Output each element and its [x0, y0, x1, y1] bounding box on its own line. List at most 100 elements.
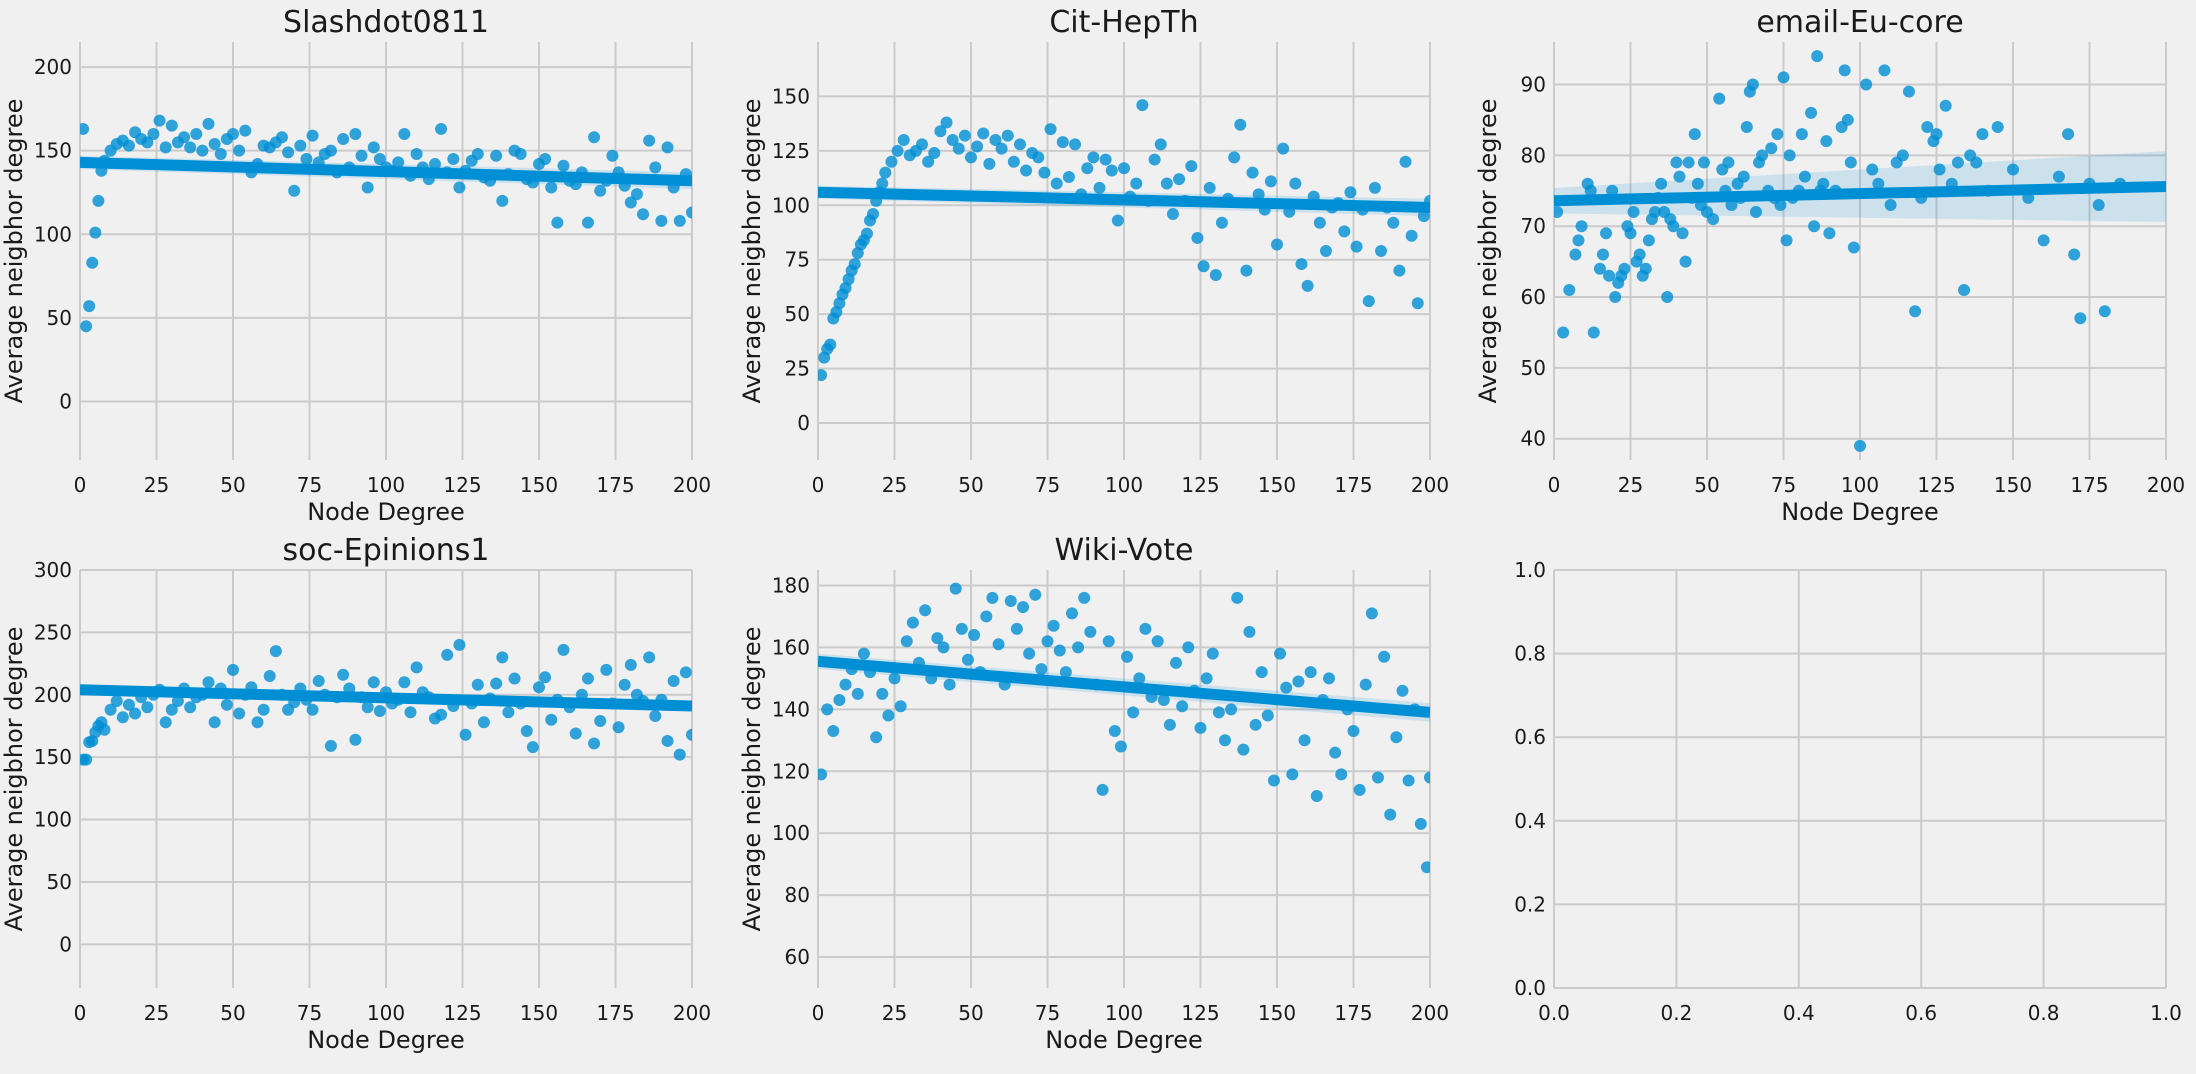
data-point	[1206, 647, 1219, 660]
data-point	[1795, 128, 1808, 141]
subplot-1: 0 25 50 75 100 125 150 175 200 0 50 100 150 200 Slashd…	[0, 5, 711, 526]
x-tick-label: 200	[2147, 473, 2185, 497]
data-point	[946, 133, 959, 146]
data-point	[958, 129, 971, 142]
data-point	[1820, 135, 1833, 148]
data-point	[447, 153, 460, 166]
data-point	[900, 635, 913, 648]
data-point	[649, 161, 662, 174]
data-point	[2074, 312, 2087, 325]
data-point	[1378, 650, 1391, 663]
data-point	[1264, 175, 1277, 188]
data-point	[508, 672, 521, 685]
x-tick-label: 75	[297, 1001, 322, 1025]
data-point	[1808, 220, 1821, 233]
y-tick-label: 100	[34, 222, 72, 246]
data-point	[1603, 269, 1616, 282]
data-point	[1108, 725, 1121, 738]
data-point	[1554, 206, 1564, 219]
x-tick-label: 100	[1105, 1001, 1143, 1025]
data-point	[1633, 248, 1646, 261]
data-point	[1707, 213, 1720, 226]
data-point	[1185, 160, 1198, 173]
data-point	[977, 127, 990, 140]
data-point	[324, 739, 337, 752]
data-point	[679, 666, 692, 679]
x-tick-label: 0	[74, 473, 87, 497]
data-point	[1765, 142, 1778, 155]
data-point	[857, 647, 870, 660]
data-point	[643, 651, 656, 664]
data-point	[1059, 666, 1072, 679]
data-point	[178, 131, 191, 144]
data-point	[1673, 170, 1686, 183]
data-point	[227, 663, 239, 676]
data-point	[1319, 245, 1332, 257]
data-point	[110, 695, 123, 708]
data-point	[398, 676, 411, 689]
data-point	[1648, 206, 1661, 219]
data-point	[1163, 718, 1176, 731]
data-point	[1679, 255, 1692, 268]
data-point	[1563, 283, 1576, 296]
data-point	[92, 194, 105, 207]
data-point	[202, 676, 215, 689]
data-point	[1136, 99, 1149, 112]
data-point	[1121, 650, 1134, 663]
data-point	[1252, 188, 1265, 201]
data-point	[190, 127, 203, 140]
x-tick-label: 25	[144, 1001, 169, 1025]
data-point	[1099, 153, 1112, 166]
data-point	[673, 748, 686, 761]
data-point	[897, 133, 910, 146]
data-point	[818, 768, 828, 781]
data-point	[263, 670, 276, 683]
data-point	[496, 194, 509, 207]
y-tick-label: 250	[34, 620, 72, 644]
x-tick-label: 150	[520, 1001, 558, 1025]
data-point	[1313, 216, 1326, 229]
y-tick-label: 100	[772, 193, 810, 217]
data-point	[373, 704, 386, 717]
data-point	[502, 706, 515, 719]
data-point	[196, 144, 209, 157]
data-point	[1038, 166, 1051, 179]
y-tick-label: 160	[772, 635, 810, 659]
data-point	[961, 653, 974, 666]
data-point	[1096, 783, 1109, 796]
data-point	[1417, 210, 1430, 223]
data-point	[1909, 305, 1922, 318]
plot-area	[80, 638, 692, 766]
data-point	[1402, 774, 1415, 787]
data-point	[410, 661, 423, 674]
data-point	[1805, 106, 1818, 119]
data-point	[184, 141, 197, 154]
data-point	[1350, 240, 1363, 253]
data-point	[471, 148, 484, 161]
data-point	[208, 716, 221, 729]
subplot-2: 0 25 50 75 100 125 150 175 200 0 25 50 75 100 125 150 Ci…	[738, 5, 1449, 497]
x-axis-label: Node Degree	[307, 498, 465, 526]
data-point	[1047, 619, 1060, 632]
x-tick-label: 0.8	[2028, 1001, 2060, 1025]
data-point	[1930, 128, 1943, 141]
data-point	[367, 676, 380, 689]
data-point	[637, 208, 650, 221]
subplot-4: 0 25 50 75 100 125 150 175 200 0 50 100 150 200 250 300…	[0, 533, 711, 1054]
data-point	[1414, 817, 1427, 830]
y-tick-label: 40	[1521, 427, 1546, 451]
x-tick-label: 175	[2070, 473, 2108, 497]
y-tick-label: 0	[797, 411, 810, 435]
data-point	[520, 724, 533, 737]
y-tick-label: 25	[785, 357, 810, 381]
data-point	[539, 153, 552, 166]
data-point	[1359, 678, 1372, 691]
y-axis-label: Average neigbhor degree	[0, 627, 28, 932]
regression-line	[1554, 181, 2166, 207]
x-tick-label: 200	[673, 1001, 711, 1025]
y-tick-label: 120	[772, 759, 810, 783]
data-point	[1069, 138, 1082, 151]
y-tick-label: 50	[47, 306, 72, 330]
data-point	[1209, 268, 1222, 281]
x-tick-label: 175	[1334, 473, 1372, 497]
